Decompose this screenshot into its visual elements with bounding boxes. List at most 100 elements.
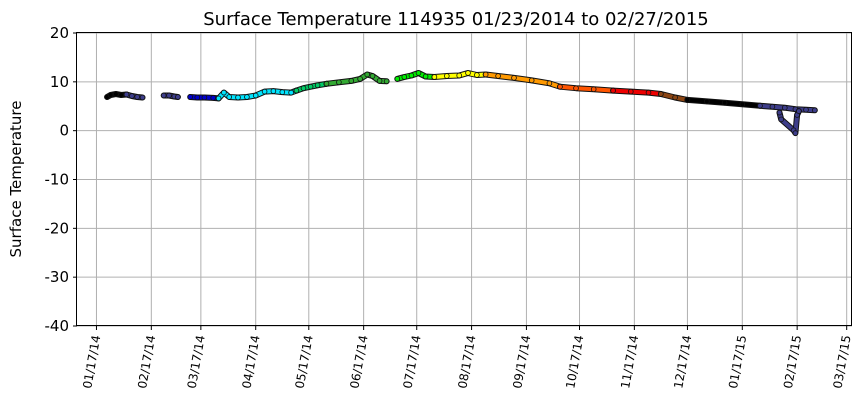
data-point — [573, 85, 579, 91]
data-point — [279, 89, 286, 95]
x-tick-label: 07/17/14 — [401, 334, 424, 390]
data-point — [270, 88, 277, 94]
temperature-series — [684, 96, 763, 109]
x-tick-label: 06/17/14 — [347, 334, 370, 390]
data-point — [672, 94, 678, 101]
data-point — [323, 81, 330, 87]
data-point — [300, 85, 307, 91]
temperature-series — [610, 87, 664, 97]
data-point — [511, 75, 517, 81]
x-tick-label: 03/17/15 — [830, 334, 853, 390]
data-point — [348, 78, 355, 84]
data-point — [364, 71, 371, 78]
y-tick-label: -10 — [45, 171, 70, 189]
temperature-series — [431, 70, 489, 80]
data-point — [546, 80, 553, 87]
data-point — [187, 94, 194, 100]
x-tick-label: 02/17/14 — [135, 334, 158, 390]
x-tick-label: 11/17/14 — [618, 334, 641, 390]
data-point — [778, 116, 784, 123]
x-tick-label: 01/17/15 — [726, 334, 749, 390]
data-point — [704, 98, 710, 105]
y-tick-label: 0 — [59, 122, 69, 140]
data-point — [201, 94, 208, 101]
data-point — [415, 70, 422, 76]
x-tick-label: 04/17/14 — [240, 334, 263, 390]
data-point — [811, 107, 818, 113]
x-tick-label: 01/17/14 — [80, 334, 103, 390]
x-tick-label: 03/17/14 — [185, 334, 208, 390]
x-tick-label: 09/17/14 — [510, 334, 533, 390]
data-point — [645, 89, 652, 96]
data-point — [627, 88, 634, 95]
x-tick-label: 02/17/15 — [781, 334, 804, 390]
data-point — [369, 73, 376, 79]
data-point — [244, 94, 250, 100]
data-point — [252, 92, 259, 99]
data-point — [288, 89, 294, 96]
temperature-series — [776, 108, 802, 137]
data-point — [803, 106, 809, 113]
y-axis-label: Surface Temperature — [7, 101, 25, 258]
series-line — [611, 88, 663, 96]
data-point — [658, 91, 664, 97]
x-tick-label: 12/17/14 — [671, 334, 694, 390]
data-point — [482, 71, 489, 78]
data-point — [792, 130, 799, 136]
data-point — [684, 97, 691, 103]
data-point — [221, 89, 227, 96]
data-point — [134, 94, 141, 100]
temperature-series — [757, 102, 818, 114]
data-point — [394, 76, 401, 82]
y-tick-label: -20 — [45, 219, 70, 237]
data-point — [776, 109, 783, 116]
data-point — [431, 74, 438, 80]
data-point — [401, 74, 408, 80]
data-point — [474, 72, 480, 78]
data-point — [166, 92, 172, 99]
temperature-series — [557, 83, 617, 94]
grid-lines — [77, 32, 852, 327]
data-point — [107, 92, 114, 98]
data-point — [314, 82, 321, 89]
data-point — [235, 94, 241, 101]
data-point — [307, 83, 314, 90]
temperature-series — [394, 70, 438, 82]
data-point — [129, 93, 135, 99]
data-point — [590, 86, 597, 92]
data-point — [210, 95, 217, 101]
data-point — [495, 73, 501, 79]
data-point — [465, 70, 471, 76]
data-point — [796, 108, 802, 114]
temperature-series — [482, 71, 563, 90]
data-series — [104, 70, 818, 137]
data-point — [113, 91, 119, 97]
data-point — [528, 77, 535, 84]
data-point — [408, 72, 415, 79]
temperature-series — [123, 91, 146, 101]
data-point — [139, 94, 146, 101]
y-tick-label: 20 — [50, 24, 69, 42]
data-point — [194, 94, 201, 101]
x-tick-label: 10/17/14 — [563, 334, 586, 390]
data-point — [226, 94, 233, 100]
data-point — [160, 92, 167, 99]
data-point — [118, 92, 124, 98]
data-point — [781, 104, 788, 111]
data-point — [739, 101, 746, 108]
x-tick-label: 05/17/14 — [293, 334, 316, 390]
data-point — [123, 91, 130, 98]
data-point — [721, 100, 728, 106]
data-point — [610, 87, 616, 94]
data-point — [757, 103, 763, 109]
data-point — [175, 94, 181, 100]
y-tick-label: -30 — [45, 268, 70, 286]
data-point — [383, 78, 390, 85]
data-point — [769, 103, 776, 110]
data-point — [443, 73, 450, 79]
data-point — [293, 87, 300, 94]
data-point — [422, 73, 429, 80]
data-point — [557, 83, 563, 90]
y-tick-label: 10 — [50, 73, 69, 91]
